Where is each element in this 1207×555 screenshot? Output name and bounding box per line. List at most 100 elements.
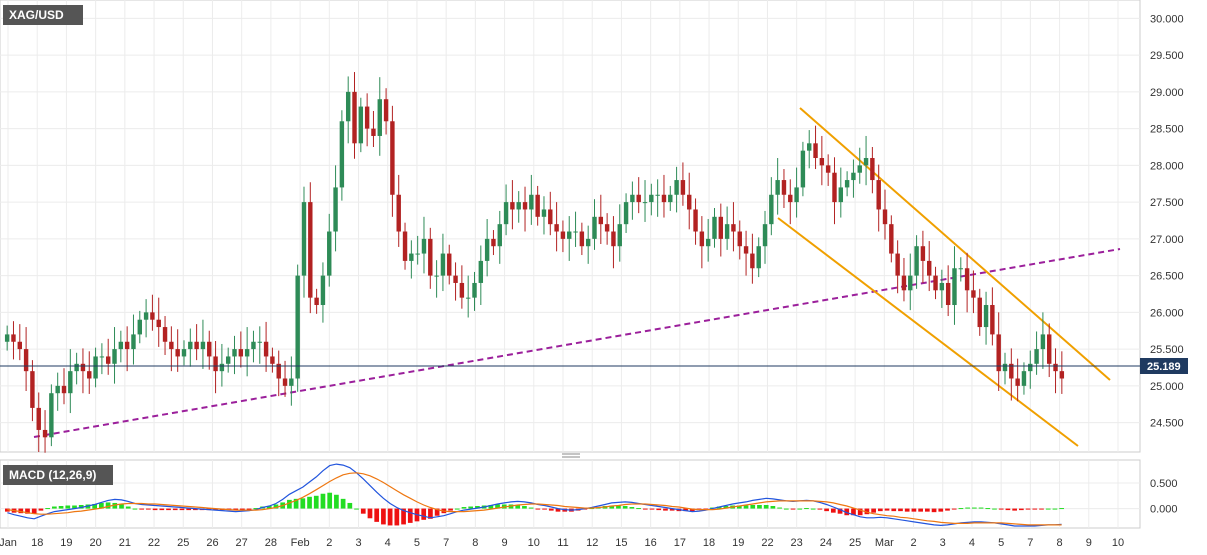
macd-histogram-bar	[871, 508, 876, 513]
last-price-value: 25.189	[1147, 361, 1181, 373]
candle-body	[1053, 363, 1058, 372]
candle-body	[996, 334, 1001, 372]
candle-body	[832, 172, 837, 203]
candle-body	[737, 231, 742, 247]
macd-histogram-bar	[421, 508, 427, 520]
macd-histogram-bar	[958, 508, 964, 510]
candle-body	[225, 356, 231, 364]
macd-label: MACD (12,26,9)	[9, 468, 96, 482]
candle-body	[680, 180, 686, 195]
price-pane[interactable]: 30.000 29.500 29.000 28.500 28.000 27.500 27.0…	[0, 0, 1188, 453]
candle-body	[990, 305, 995, 335]
macd-histogram-bar	[851, 508, 856, 516]
candle-body	[200, 341, 206, 350]
macd-histogram-bar	[783, 508, 789, 510]
candle-body	[958, 268, 964, 270]
candle-body	[308, 202, 313, 298]
candle-body	[327, 231, 332, 276]
candle-body	[358, 106, 364, 144]
time-tick-label: 26	[206, 537, 218, 549]
macd-histogram-bar	[387, 508, 393, 526]
candle-body	[1059, 371, 1065, 379]
candle-body	[825, 165, 831, 173]
price-tick-label: 24.500	[1150, 418, 1184, 430]
macd-histogram-bar	[374, 508, 380, 522]
price-tick-label: 27.000	[1150, 234, 1184, 246]
candle-body	[1021, 371, 1027, 386]
macd-histogram-bar	[669, 508, 675, 511]
macd-histogram-bar	[663, 508, 668, 511]
candle-body	[188, 341, 193, 350]
signal-line	[7, 472, 1062, 526]
macd-histogram-bar	[931, 508, 937, 513]
time-tick-label: 9	[1086, 537, 1092, 549]
candlestick-series	[4, 72, 1065, 453]
price-axis: 30.000 29.500 29.000 28.500 28.000 27.500 27.0…	[1150, 13, 1184, 429]
macd-histogram-bar	[475, 506, 480, 509]
candle-body	[762, 224, 768, 247]
candle-body	[23, 349, 29, 372]
macd-histogram-bar	[139, 508, 145, 510]
time-tick-label: 7	[443, 537, 449, 549]
candle-body	[497, 224, 502, 247]
candle-body	[889, 224, 894, 254]
candle-body	[282, 378, 288, 386]
candle-body	[238, 349, 244, 357]
macd-histogram-bar	[125, 506, 131, 509]
candle-body	[876, 180, 881, 210]
last-price-badge: 25.189	[1140, 358, 1188, 374]
macd-histogram-bar	[689, 508, 695, 512]
macd-histogram-bar	[971, 507, 977, 509]
candle-body	[788, 194, 793, 203]
time-tick-label: Jan	[0, 537, 17, 549]
macd-histogram-bar	[629, 507, 635, 509]
time-tick-label: 4	[969, 537, 975, 549]
macd-histogram-bar	[166, 508, 171, 511]
price-tick-label: 30.000	[1150, 13, 1184, 25]
pane-resize-handle[interactable]	[562, 453, 580, 458]
macd-histogram-bar	[105, 502, 111, 509]
candle-body	[263, 341, 269, 357]
candle-body	[617, 224, 622, 247]
time-tick-label: 10	[1112, 537, 1124, 549]
candle-body	[396, 194, 401, 232]
macd-histogram-bar	[736, 505, 742, 509]
macd-pane[interactable]: 0.500 0.000 MACD (12,26,9)	[0, 459, 1178, 529]
candle-body	[611, 231, 616, 247]
candle-body	[276, 363, 281, 379]
trendline-layer	[33, 107, 1121, 447]
macd-histogram-bar	[924, 508, 930, 512]
macd-histogram-bar	[555, 508, 561, 512]
macd-histogram-bar	[904, 508, 910, 512]
time-tick-label: 2	[910, 537, 916, 549]
macd-histogram-bar	[273, 504, 279, 509]
candle-body	[522, 202, 528, 210]
macd-histogram-bar	[636, 508, 641, 510]
time-tick-label: 18	[31, 537, 43, 549]
macd-histogram-bar	[428, 508, 433, 519]
candle-body	[68, 371, 73, 394]
macd-histogram-bar	[1052, 508, 1058, 510]
candle-body	[800, 150, 806, 188]
purple-dashed-trendline	[33, 248, 1121, 438]
candle-body	[920, 246, 926, 261]
candle-body	[181, 349, 187, 357]
macd-histogram-bar	[159, 508, 165, 511]
candle-body	[756, 246, 761, 269]
time-tick-label: 17	[674, 537, 686, 549]
macd-histogram-bar	[770, 506, 776, 509]
macd-histogram-bar	[78, 504, 84, 509]
candle-body	[579, 231, 585, 247]
macd-histogram-bar	[354, 508, 359, 510]
macd-histogram-bar	[313, 495, 319, 509]
candle-body	[731, 224, 736, 232]
price-tick-label: 27.500	[1150, 197, 1184, 209]
candle-body	[585, 238, 591, 247]
macd-histogram-bar	[132, 508, 138, 510]
macd-badge: MACD (12,26,9)	[3, 465, 113, 485]
candle-body	[573, 231, 578, 233]
macd-histogram-bar	[186, 508, 192, 511]
macd-histogram-bar	[656, 508, 662, 511]
candle-body	[529, 194, 534, 210]
